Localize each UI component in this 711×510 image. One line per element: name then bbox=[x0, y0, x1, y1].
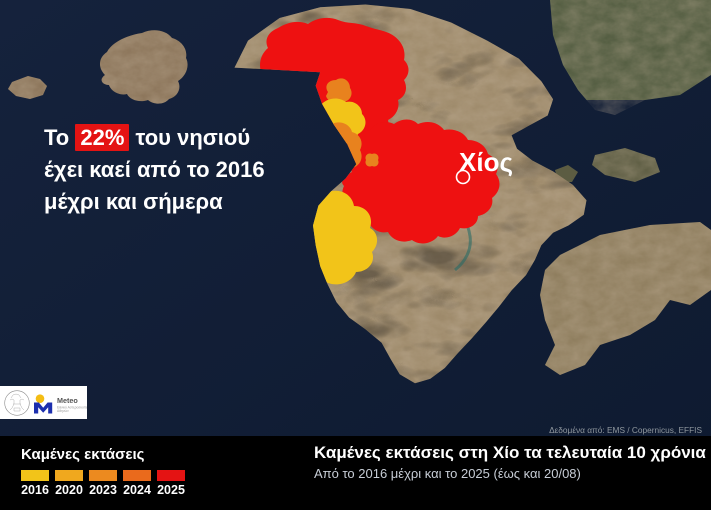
svg-text:Χίος: Χίος bbox=[459, 147, 513, 177]
svg-text:Αθηνών: Αθηνών bbox=[57, 409, 69, 413]
svg-text:Meteo: Meteo bbox=[57, 396, 78, 405]
